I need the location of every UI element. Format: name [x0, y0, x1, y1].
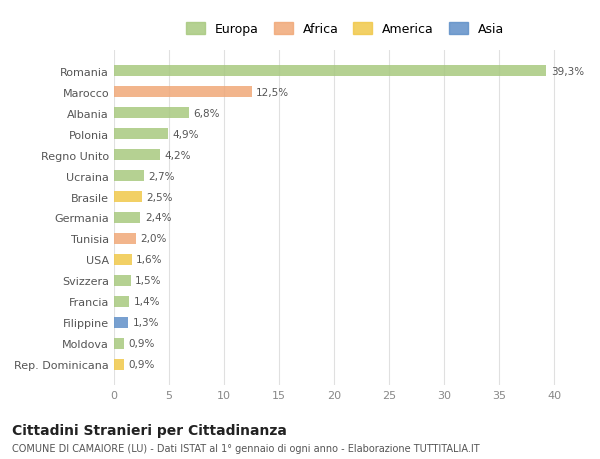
- Bar: [114, 129, 168, 140]
- Text: 4,2%: 4,2%: [164, 150, 191, 160]
- Text: COMUNE DI CAMAIORE (LU) - Dati ISTAT al 1° gennaio di ogni anno - Elaborazione T: COMUNE DI CAMAIORE (LU) - Dati ISTAT al …: [12, 443, 479, 453]
- Bar: [114, 212, 140, 224]
- Text: 0,9%: 0,9%: [128, 359, 155, 369]
- Text: 2,7%: 2,7%: [148, 171, 175, 181]
- Text: 0,9%: 0,9%: [128, 339, 155, 349]
- Bar: [114, 317, 128, 329]
- Text: 2,5%: 2,5%: [146, 192, 172, 202]
- Bar: [114, 338, 124, 349]
- Text: 1,5%: 1,5%: [135, 276, 161, 286]
- Text: 1,6%: 1,6%: [136, 255, 163, 265]
- Text: 12,5%: 12,5%: [256, 87, 289, 97]
- Bar: [114, 359, 124, 370]
- Bar: [114, 233, 136, 245]
- Text: 1,4%: 1,4%: [134, 297, 160, 307]
- Bar: [114, 254, 131, 266]
- Text: 2,4%: 2,4%: [145, 213, 172, 223]
- Bar: [114, 275, 131, 286]
- Bar: [114, 150, 160, 161]
- Text: 4,9%: 4,9%: [172, 129, 199, 139]
- Bar: [114, 107, 189, 119]
- Text: 2,0%: 2,0%: [140, 234, 167, 244]
- Text: Cittadini Stranieri per Cittadinanza: Cittadini Stranieri per Cittadinanza: [12, 423, 287, 437]
- Text: 1,3%: 1,3%: [133, 318, 159, 328]
- Bar: [114, 191, 142, 203]
- Bar: [114, 170, 144, 182]
- Bar: [114, 87, 251, 98]
- Legend: Europa, Africa, America, Asia: Europa, Africa, America, Asia: [186, 23, 504, 36]
- Text: 39,3%: 39,3%: [551, 67, 584, 77]
- Text: 6,8%: 6,8%: [193, 108, 220, 118]
- Bar: [114, 66, 546, 77]
- Bar: [114, 296, 130, 308]
